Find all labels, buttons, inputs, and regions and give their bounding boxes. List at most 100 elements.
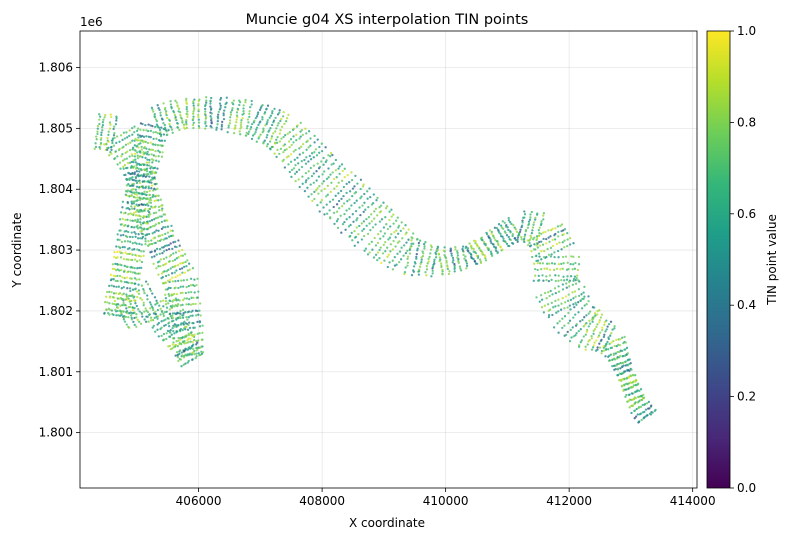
tin-point — [189, 277, 193, 280]
tin-point — [240, 119, 243, 122]
tin-point — [180, 365, 183, 368]
tin-point — [634, 415, 638, 418]
tin-point — [513, 237, 516, 240]
tin-point — [127, 230, 130, 234]
tin-point — [165, 310, 168, 313]
tin-point — [123, 276, 126, 280]
tin-point — [153, 316, 156, 320]
tin-point — [268, 116, 271, 119]
tin-point — [134, 196, 137, 199]
tin-point — [601, 326, 604, 329]
tin-point — [537, 259, 540, 262]
tin-point — [122, 165, 125, 168]
tin-point — [356, 217, 359, 220]
tin-point — [253, 119, 256, 122]
tin-point — [368, 187, 371, 190]
tin-point — [100, 131, 103, 134]
tin-point — [150, 165, 153, 169]
tin-point — [300, 145, 303, 148]
tin-point — [101, 126, 104, 129]
tin-point — [109, 278, 113, 282]
tin-point — [499, 245, 502, 248]
tin-point — [171, 276, 174, 279]
tin-point — [132, 202, 135, 205]
tin-point — [132, 182, 136, 186]
tin-point — [643, 410, 646, 414]
tin-point — [177, 279, 180, 283]
tin-point — [466, 249, 469, 252]
tin-point — [165, 337, 168, 341]
tin-point — [111, 263, 115, 266]
tin-point — [532, 223, 535, 226]
tin-point — [238, 130, 241, 133]
tin-point — [259, 133, 262, 136]
tin-point — [118, 147, 121, 151]
tin-point — [204, 122, 207, 125]
tin-point — [167, 273, 170, 277]
colorbar — [706, 30, 731, 489]
tin-point — [109, 113, 112, 116]
tin-point — [134, 161, 137, 164]
tin-point — [287, 113, 290, 117]
tin-point — [169, 253, 173, 257]
tin-point — [186, 361, 189, 364]
tin-point — [149, 213, 152, 216]
tin-point — [290, 175, 293, 179]
tin-point — [581, 318, 584, 322]
tin-point — [133, 277, 137, 280]
tin-point — [530, 210, 533, 214]
tin-point — [138, 272, 142, 275]
tin-point — [191, 309, 194, 312]
tin-point — [167, 322, 170, 325]
tin-point — [590, 348, 594, 351]
x-tick-label: 410000 — [423, 494, 469, 508]
tin-point — [560, 302, 563, 305]
tin-point — [171, 300, 174, 303]
tin-point — [153, 166, 156, 170]
tin-point — [548, 308, 552, 311]
tin-point — [622, 364, 625, 367]
tin-point — [447, 272, 451, 276]
tin-point — [126, 287, 129, 290]
tin-point — [132, 160, 135, 164]
tin-point — [629, 374, 632, 377]
tin-point — [535, 296, 538, 299]
tin-point — [140, 185, 144, 188]
tin-point — [568, 285, 571, 288]
tin-point — [364, 208, 367, 211]
tin-point — [107, 133, 110, 137]
tin-point — [197, 113, 200, 117]
tin-point — [591, 346, 595, 349]
tin-point — [542, 237, 545, 241]
tin-point — [325, 203, 328, 206]
tin-point — [605, 348, 608, 351]
tin-point — [226, 131, 229, 134]
tin-point — [139, 167, 143, 171]
tin-point — [532, 279, 535, 282]
tin-point — [135, 181, 139, 185]
tin-point — [204, 116, 208, 119]
tin-point — [154, 205, 157, 208]
tin-point — [152, 137, 155, 141]
tin-point — [557, 256, 560, 259]
tin-point — [155, 253, 158, 256]
tin-point — [159, 258, 163, 261]
tin-point — [147, 209, 150, 213]
tin-point — [380, 218, 384, 221]
tin-point — [185, 97, 188, 101]
tin-point — [382, 243, 385, 247]
tin-point — [185, 334, 188, 337]
tin-point — [123, 246, 126, 249]
tin-point — [155, 315, 158, 318]
tin-point — [318, 165, 322, 169]
tin-point — [149, 129, 153, 133]
tin-point — [279, 147, 283, 151]
tin-point — [565, 278, 569, 281]
tin-point — [509, 221, 512, 224]
tin-point — [162, 312, 165, 316]
tin-point — [250, 99, 253, 103]
tin-point — [135, 185, 139, 188]
tin-point — [171, 312, 175, 315]
tin-point — [646, 414, 649, 417]
tin-point — [278, 140, 282, 143]
